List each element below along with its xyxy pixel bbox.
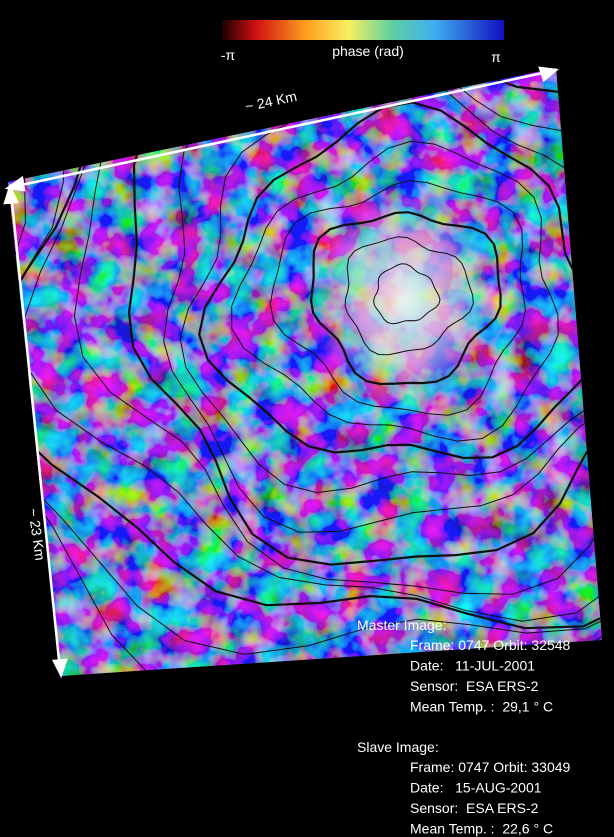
colorbar-min: -π	[221, 47, 236, 63]
colorbar	[222, 20, 504, 40]
info-heading: Slave Image:	[357, 739, 439, 755]
info-line: Frame: 0747 Orbit: 32548	[410, 637, 571, 653]
info-line: Date: 11-JUL-2001	[410, 658, 535, 674]
colorbar-max: π	[491, 49, 501, 65]
info-line: Mean Temp. : 22,6 ° C	[410, 821, 553, 837]
acquisition-info: Master Image: Frame: 0747 Orbit: 32548 Dat…	[357, 617, 571, 837]
height-label: ~ 23 Km	[25, 507, 48, 561]
info-line: Frame: 0747 Orbit: 33049	[410, 759, 571, 775]
info-line: Mean Temp. : 29,1 ° C	[410, 699, 553, 715]
info-heading: Master Image:	[357, 617, 446, 633]
info-line: Sensor: ESA ERS-2	[410, 800, 539, 816]
info-line: Date: 15-AUG-2001	[410, 780, 542, 796]
scale-arrows	[3, 66, 560, 679]
info-line: Sensor: ESA ERS-2	[410, 678, 539, 694]
colorbar-title: phase (rad)	[332, 43, 404, 59]
width-label: ~ 24 Km	[244, 88, 299, 115]
interferogram	[8, 68, 602, 676]
